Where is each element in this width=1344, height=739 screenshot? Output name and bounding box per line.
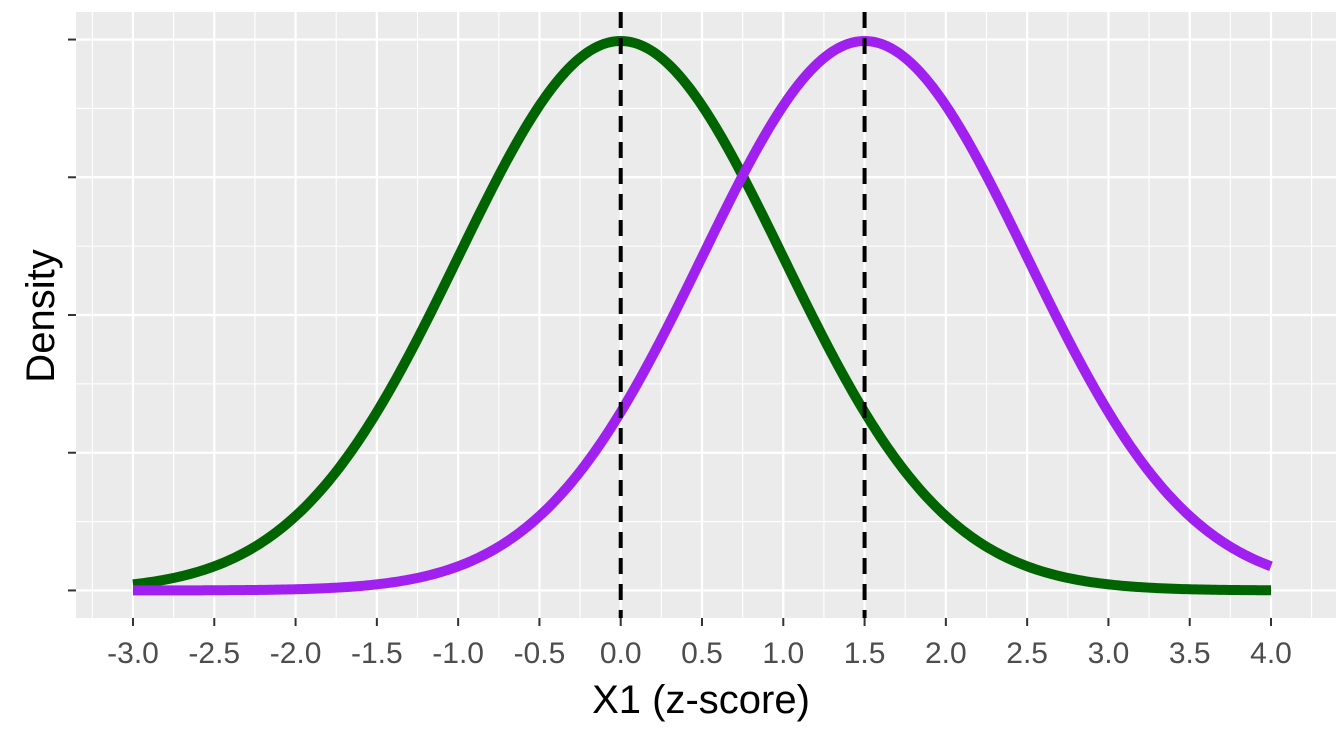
- density-curve-2: [131, 36, 1273, 596]
- x-tick-label: 0.0: [600, 637, 642, 670]
- x-tick-label: -0.5: [514, 637, 566, 670]
- x-tick-label: -1.5: [351, 637, 403, 670]
- x-tick-label: -2.5: [188, 637, 240, 670]
- x-tick-label: 2.5: [1006, 637, 1048, 670]
- x-axis-title: X1 (z-score): [592, 678, 810, 722]
- x-tick-label: -3.0: [107, 637, 159, 670]
- x-tick-label: 1.5: [844, 637, 886, 670]
- x-tick-label: 1.0: [762, 637, 804, 670]
- x-tick-label: 0.5: [681, 637, 723, 670]
- x-tick-label: 3.0: [1088, 637, 1130, 670]
- x-tick-label: 2.0: [925, 637, 967, 670]
- x-tick-label: 4.0: [1250, 637, 1292, 670]
- mean-lines: [618, 12, 867, 618]
- x-tick-label: -1.0: [432, 637, 484, 670]
- y-axis-ticks: [68, 38, 76, 592]
- x-tick-label: 3.5: [1169, 637, 1211, 670]
- y-axis-title: Density: [19, 249, 63, 382]
- density-curve-1: [131, 36, 1273, 596]
- density-curves: [131, 36, 1273, 596]
- x-tick-label: -2.0: [270, 637, 322, 670]
- x-axis-ticks: -3.0 -2.5 -2.0 -1.5 -1.0 -0.5 0.0 0.5 1.0 1.5 2.0 2…: [107, 618, 1292, 670]
